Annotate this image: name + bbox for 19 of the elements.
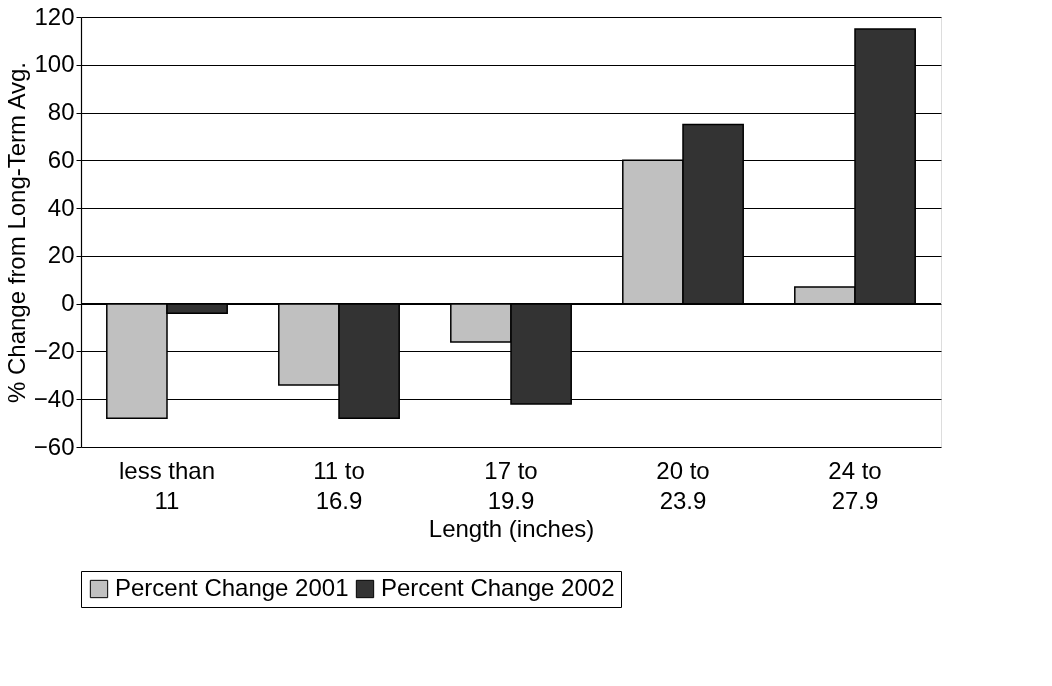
x-tick-label: 17 to 19.9 [484,456,538,514]
y-tick-label: 80 [47,98,75,126]
x-tick-label: less than 11 [118,456,216,514]
x-axis-title: Length (inches) [428,514,595,542]
y-tick-label: 60 [47,145,75,173]
legend-label: Percent Change 2002 [381,574,615,601]
y-tick-label: 0 [61,289,75,317]
y-tick-label: 120 [34,2,75,30]
y-tick-label: −20 [33,336,75,364]
x-tick-label: 11 to 16.9 [313,456,365,514]
x-tick-label: 20 to 23.9 [656,456,710,514]
y-tick-label: 20 [47,241,75,269]
legend-label: Percent Change 2001 [115,574,349,601]
y-tick-label: 100 [34,50,75,78]
y-tick-label: −60 [33,432,75,460]
y-tick-label: 40 [47,193,75,221]
x-tick-label: 24 to 27.9 [828,456,882,514]
y-tick-label: −40 [33,384,75,412]
y-axis-title: % Change from Long-Term Avg. [2,61,30,404]
